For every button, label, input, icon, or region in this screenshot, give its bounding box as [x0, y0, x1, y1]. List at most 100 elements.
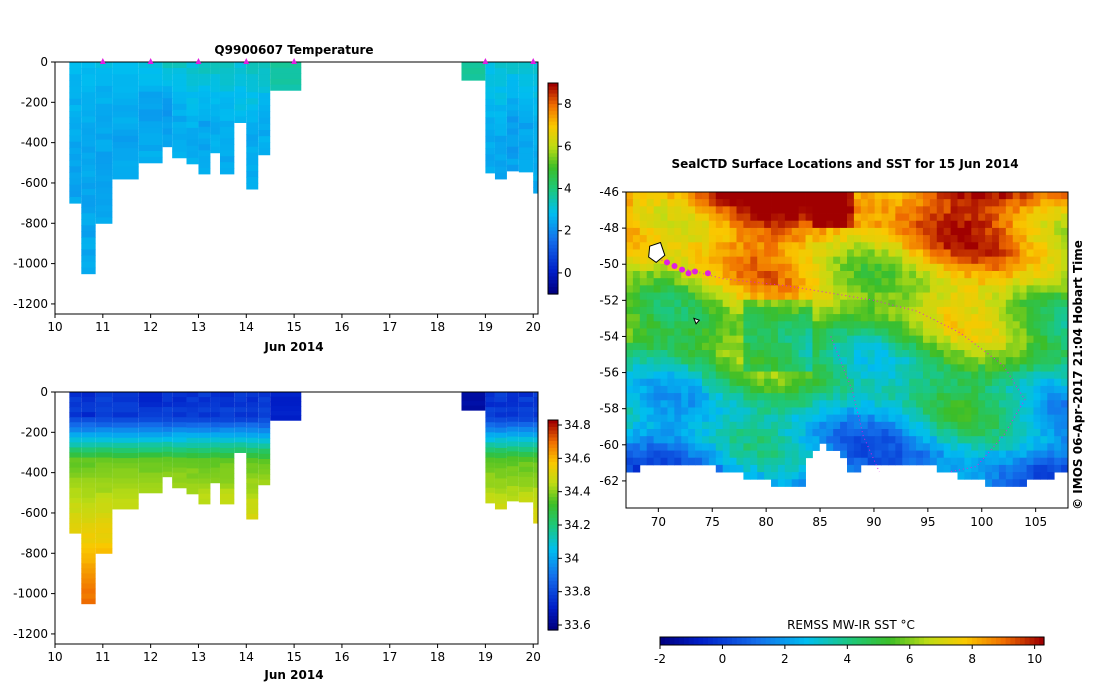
colorbar-segment [703, 637, 709, 645]
sst-cell [646, 421, 655, 430]
temperature-cell [69, 129, 82, 137]
salinity-cell [246, 447, 259, 454]
sst-cell [992, 227, 1000, 236]
sst-cell [998, 421, 1007, 430]
sst-cell [819, 299, 827, 308]
sst-cell [1054, 393, 1062, 401]
sst-cell [722, 421, 730, 430]
sst-cell [909, 242, 917, 250]
sst-cell [791, 400, 800, 408]
temperature-cell [506, 128, 519, 136]
sst-cell [929, 371, 938, 380]
sst-cell [1005, 400, 1014, 408]
sst-cell [784, 400, 793, 408]
temperature-cell [533, 67, 538, 75]
colorbar-frame [659, 636, 1045, 646]
x-tick-label: 13 [191, 650, 206, 664]
colorbar-segment [548, 497, 558, 502]
sst-cell [929, 199, 938, 207]
sst-cell [757, 385, 765, 394]
sst-cell [1033, 227, 1041, 236]
sst-cell [888, 429, 896, 437]
salinity-cell [485, 417, 495, 423]
sst-cell [777, 299, 786, 308]
colorbar-segment [938, 637, 944, 645]
sst-cell [847, 263, 855, 272]
salinity-cell [219, 417, 235, 424]
sst-cell [688, 227, 696, 236]
sst-cell [1019, 364, 1027, 372]
sst-cell [895, 429, 903, 437]
sst-cell [757, 457, 765, 466]
sst-cell [667, 328, 675, 337]
sst-cell [639, 429, 648, 437]
sst-cell [1054, 364, 1062, 372]
sst-cell [771, 436, 779, 444]
sst-cell [660, 378, 668, 387]
salinity-cell [186, 447, 199, 454]
sst-cell [916, 263, 924, 272]
colorbar-segment [548, 202, 558, 207]
sst-cell [867, 371, 876, 380]
sst-cell [1005, 321, 1014, 329]
temperature-cell [533, 109, 538, 117]
sst-cell [777, 321, 786, 329]
sst-cell [985, 227, 993, 236]
sst-cell [750, 321, 758, 329]
sst-cell [819, 206, 827, 214]
sst-cell [895, 385, 903, 394]
sst-cell [916, 235, 924, 243]
sst-cell [639, 285, 648, 293]
sst-cell [791, 450, 800, 459]
sst-cell [978, 235, 986, 243]
sst-cell [632, 206, 641, 214]
sst-cell [888, 249, 896, 258]
sst-cell [736, 364, 744, 372]
salinity-cell [219, 397, 235, 403]
temperature-cell [246, 98, 259, 105]
sst-cell [764, 256, 772, 265]
sst-cell [1033, 285, 1041, 293]
colorbar-segment [548, 230, 558, 235]
sst-cell [992, 220, 1000, 229]
sst-cell [881, 429, 889, 437]
colorbar-segment [799, 637, 805, 645]
sst-cell [992, 378, 1000, 387]
sst-cell [695, 357, 703, 365]
temperature-cell [234, 92, 247, 99]
colorbar-segment [548, 192, 558, 197]
sst-cell [902, 256, 910, 265]
temperature-cell [162, 122, 173, 130]
temperature-cell [246, 134, 259, 142]
sst-cell [708, 342, 717, 351]
sst-cell [646, 357, 655, 365]
temperature-cell [485, 123, 495, 131]
sst-cell [826, 292, 834, 301]
sst-cell [729, 227, 737, 236]
sst-cell [639, 292, 648, 301]
sst-cell [895, 292, 903, 301]
sst-cell [943, 393, 951, 401]
sst-cell [757, 350, 765, 358]
sst-cell [1019, 256, 1027, 265]
salinity-cell [270, 392, 302, 398]
colorbar-segment [847, 637, 853, 645]
sst-cell [1012, 278, 1021, 286]
sst-cell [701, 227, 710, 236]
sst-cell [971, 192, 979, 200]
sst-cell [840, 213, 848, 222]
temperature-cell [69, 147, 82, 155]
sst-cell [750, 357, 758, 365]
sst-cell [660, 278, 668, 286]
sst-cell [895, 278, 903, 286]
sst-cell [936, 371, 945, 380]
temperature-cell [210, 92, 220, 99]
sst-cell [715, 192, 724, 200]
sst-cell [798, 378, 806, 387]
sst-cell [964, 306, 972, 315]
salinity-cell [494, 392, 507, 398]
sst-cell [819, 350, 827, 358]
salinity-cell [258, 433, 271, 439]
sst-cell [701, 393, 710, 401]
sst-cell [929, 299, 938, 308]
